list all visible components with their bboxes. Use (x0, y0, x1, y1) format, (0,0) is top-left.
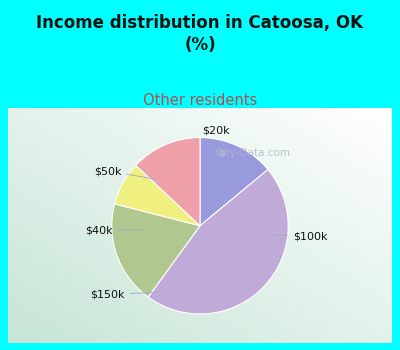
Wedge shape (200, 138, 268, 226)
Wedge shape (112, 204, 200, 297)
Text: $150k: $150k (90, 289, 164, 300)
Text: $40k: $40k (85, 225, 144, 235)
Text: City-Data.com: City-Data.com (212, 148, 290, 158)
Text: $50k: $50k (94, 166, 158, 180)
Text: Other residents: Other residents (143, 93, 257, 108)
Text: Income distribution in Catoosa, OK
(%): Income distribution in Catoosa, OK (%) (36, 14, 364, 54)
Wedge shape (148, 169, 288, 314)
Text: $20k: $20k (202, 126, 230, 146)
Wedge shape (136, 138, 200, 226)
Text: ●: ● (218, 148, 226, 158)
Text: $100k: $100k (269, 231, 328, 242)
Wedge shape (114, 165, 200, 226)
